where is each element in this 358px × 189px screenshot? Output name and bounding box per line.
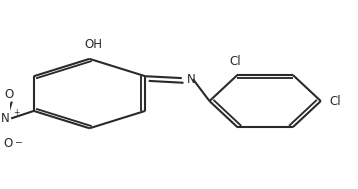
Text: −: − <box>15 137 23 146</box>
Text: Cl: Cl <box>329 94 341 108</box>
Text: OH: OH <box>84 38 102 51</box>
Text: O: O <box>4 137 13 150</box>
Text: Cl: Cl <box>230 55 241 67</box>
Text: O: O <box>5 88 14 101</box>
Text: N: N <box>187 73 196 85</box>
Text: N: N <box>1 112 9 125</box>
Text: +: + <box>14 108 20 118</box>
